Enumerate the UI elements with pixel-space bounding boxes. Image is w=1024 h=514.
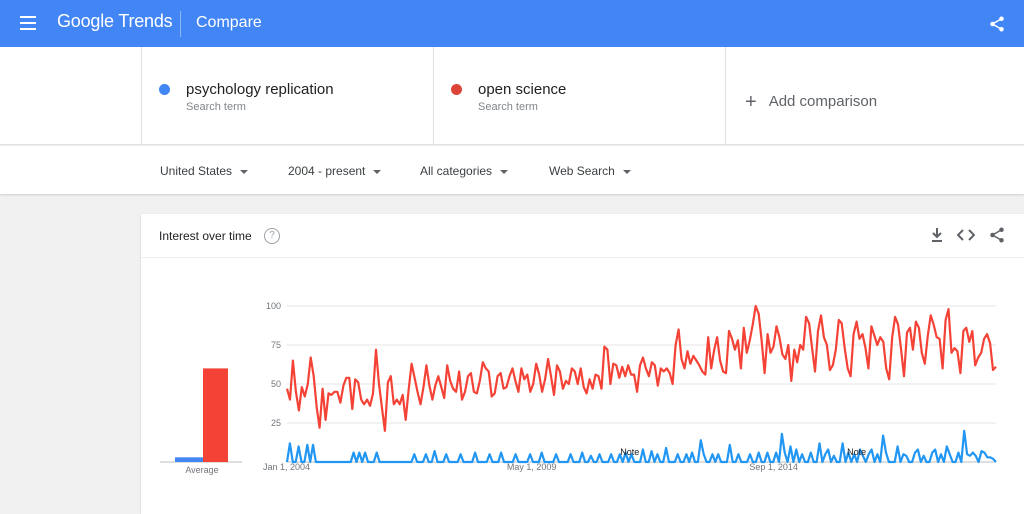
- google-trends-logo[interactable]: Google Trends: [57, 11, 173, 31]
- average-label: Average: [185, 465, 218, 475]
- top-bar: Google Trends Compare: [0, 0, 1024, 47]
- term-1-subtitle: Search term: [186, 101, 246, 113]
- caret-down-icon: [373, 169, 382, 174]
- search-type-dropdown[interactable]: Web Search: [549, 164, 631, 178]
- chart-note[interactable]: Note: [620, 447, 639, 457]
- search-term-2[interactable]: open science Search term: [433, 47, 725, 145]
- embed-code-icon[interactable]: [957, 226, 975, 244]
- interest-over-time-card: Interest over time ? Average 25 50 75 100 J…: [141, 214, 1024, 514]
- time-range-dropdown[interactable]: 2004 - present: [288, 164, 382, 178]
- add-comparison-button[interactable]: + Add comparison: [745, 91, 878, 113]
- filters-bar: United States 2004 - present All categor…: [0, 146, 1024, 194]
- download-icon[interactable]: [929, 226, 945, 244]
- y-tick-label: 50: [271, 379, 281, 389]
- page-title: Compare: [196, 14, 262, 31]
- chart-note[interactable]: Note: [847, 447, 866, 457]
- card-title: Interest over time: [159, 229, 252, 243]
- compare-terms-row: psychology replication Search term open …: [0, 47, 1024, 145]
- series-line-open-science: [285, 304, 997, 432]
- search-term-1[interactable]: psychology replication Search term: [141, 47, 433, 145]
- term-2-name: open science: [478, 81, 567, 98]
- category-dropdown[interactable]: All categories: [420, 164, 509, 178]
- region-dropdown[interactable]: United States: [160, 164, 249, 178]
- header-divider: [180, 11, 181, 37]
- add-comparison-slot[interactable]: [725, 47, 1024, 145]
- term-1-color-dot: [159, 84, 170, 95]
- interest-chart[interactable]: Average 25 50 75 100 Jan 1, 2004 May 1, 200…: [141, 258, 1024, 514]
- x-tick-label: May 1, 2009: [507, 462, 557, 472]
- y-tick-label: 75: [271, 340, 281, 350]
- plus-icon: +: [745, 91, 757, 113]
- term-2-color-dot: [451, 84, 462, 95]
- x-tick-label: Sep 1, 2014: [749, 462, 798, 472]
- average-bar-psychology-replication: [175, 457, 203, 462]
- series-line-psychology-replication: [285, 429, 997, 464]
- caret-down-icon: [622, 169, 631, 174]
- x-tick-label: Jan 1, 2004: [263, 462, 310, 472]
- menu-icon[interactable]: [20, 16, 36, 30]
- help-icon[interactable]: ?: [264, 228, 280, 244]
- y-tick-label: 25: [271, 418, 281, 428]
- card-share-icon[interactable]: [988, 226, 1006, 244]
- average-bar-open-science: [203, 368, 228, 462]
- chart-grid: 25 50 75 100: [266, 301, 996, 463]
- share-icon[interactable]: [988, 15, 1006, 33]
- term-1-name: psychology replication: [186, 81, 334, 98]
- caret-down-icon: [500, 169, 509, 174]
- term-2-subtitle: Search term: [478, 101, 538, 113]
- y-tick-label: 100: [266, 301, 281, 311]
- card-header: Interest over time ?: [141, 214, 1024, 258]
- caret-down-icon: [240, 169, 249, 174]
